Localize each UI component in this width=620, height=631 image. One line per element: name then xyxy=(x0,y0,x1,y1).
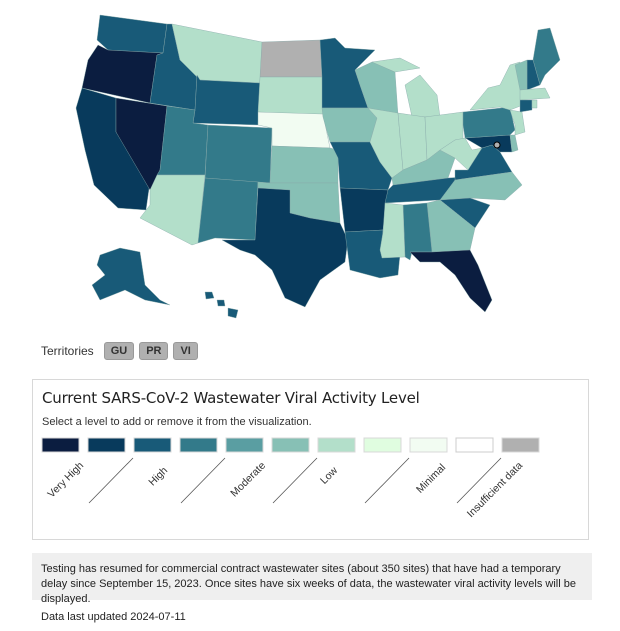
last-updated: Data last updated 2024-07-11 xyxy=(41,611,186,623)
state-shape[interactable] xyxy=(469,61,524,111)
dc-marker[interactable] xyxy=(493,141,501,149)
state-nc[interactable] xyxy=(439,171,523,201)
state-ny[interactable] xyxy=(469,61,524,111)
legend-label: Very High xyxy=(45,460,86,501)
state-shape[interactable] xyxy=(439,137,483,171)
legend-swatch-1[interactable] xyxy=(87,437,126,453)
legend-swatch-2[interactable] xyxy=(133,437,172,453)
state-shape[interactable] xyxy=(269,145,339,184)
state-ar[interactable] xyxy=(339,187,389,233)
state-shape[interactable] xyxy=(197,177,259,244)
state-fl[interactable] xyxy=(409,249,493,313)
legend-swatch-6[interactable] xyxy=(317,437,356,453)
state-wy[interactable] xyxy=(192,74,261,126)
state-shape[interactable] xyxy=(462,106,516,139)
legend-swatch-8[interactable] xyxy=(409,437,448,453)
state-shape[interactable] xyxy=(509,134,519,153)
state-shape[interactable] xyxy=(397,112,428,171)
state-ia[interactable] xyxy=(321,107,378,143)
state-shape[interactable] xyxy=(192,74,261,126)
state-mi[interactable] xyxy=(371,57,441,118)
state-shape[interactable] xyxy=(321,107,378,143)
legend-title: Current SARS-CoV-2 Wastewater Viral Acti… xyxy=(42,389,420,407)
state-al[interactable] xyxy=(402,202,433,261)
legend-label: Low xyxy=(318,464,340,486)
state-tx[interactable] xyxy=(221,187,349,308)
testing-notice: Testing has resumed for commercial contr… xyxy=(32,553,592,605)
us-state-map xyxy=(75,14,561,319)
territories-label: Territories xyxy=(41,344,94,358)
legend-swatch-9[interactable] xyxy=(455,437,494,453)
state-nm[interactable] xyxy=(197,177,259,244)
legend-graphic: Very High High Moderate Low Minimal Insuffici… xyxy=(41,437,540,520)
state-nd[interactable] xyxy=(259,39,323,78)
state-ak[interactable] xyxy=(91,247,171,306)
state-hi[interactable] xyxy=(204,291,239,319)
legend-label: High xyxy=(146,465,170,489)
legend-swatch-4[interactable] xyxy=(225,437,264,453)
legend-swatch-7[interactable] xyxy=(363,437,402,453)
state-shape[interactable] xyxy=(402,202,433,261)
state-de[interactable] xyxy=(509,134,519,153)
state-sd[interactable] xyxy=(257,76,324,118)
state-shape[interactable] xyxy=(91,247,171,306)
state-shape[interactable] xyxy=(259,39,323,78)
state-co[interactable] xyxy=(204,124,273,184)
state-shape[interactable] xyxy=(339,187,389,233)
state-wv[interactable] xyxy=(439,137,483,171)
state-shape[interactable] xyxy=(221,187,349,308)
legend-swatch-0[interactable] xyxy=(41,437,80,453)
state-shape[interactable] xyxy=(404,74,441,118)
state-shape[interactable] xyxy=(519,99,533,113)
state-in[interactable] xyxy=(397,112,428,171)
legend-label: Insufficient data xyxy=(465,460,525,520)
legend-label: Moderate xyxy=(228,460,268,500)
legend-swatch-10[interactable] xyxy=(501,437,540,453)
state-ms[interactable] xyxy=(379,202,406,259)
state-shape[interactable] xyxy=(216,299,226,307)
state-shape[interactable] xyxy=(204,124,273,184)
state-shape[interactable] xyxy=(439,171,523,201)
legend-panel: Very High High Moderate Low Minimal Insuffici… xyxy=(32,379,589,540)
legend-instruction: Select a level to add or remove it from … xyxy=(42,416,312,428)
state-shape[interactable] xyxy=(96,14,168,54)
state-shape[interactable] xyxy=(371,57,421,73)
legend-divider xyxy=(456,457,502,504)
state-wa[interactable] xyxy=(96,14,168,54)
legend-swatch-5[interactable] xyxy=(271,437,310,453)
state-shape[interactable] xyxy=(531,99,538,109)
state-shape[interactable] xyxy=(139,174,206,246)
legend-divider xyxy=(180,457,226,504)
state-shape[interactable] xyxy=(204,291,215,300)
state-shape[interactable] xyxy=(227,307,239,319)
state-shape[interactable] xyxy=(409,249,493,313)
state-pa[interactable] xyxy=(462,106,516,139)
legend-divider xyxy=(88,457,134,504)
territories-row: Territories GU PR VI xyxy=(41,342,203,360)
legend-swatch-3[interactable] xyxy=(179,437,218,453)
territory-gu-button[interactable]: GU xyxy=(103,342,135,360)
state-az[interactable] xyxy=(139,174,206,246)
state-ma[interactable] xyxy=(519,87,551,101)
state-shape[interactable] xyxy=(519,87,551,101)
state-shape[interactable] xyxy=(257,76,324,118)
territory-vi-button[interactable]: VI xyxy=(173,342,198,360)
state-ks[interactable] xyxy=(269,145,339,184)
state-ct[interactable] xyxy=(519,99,533,113)
state-shape[interactable] xyxy=(379,202,406,259)
legend-label: Minimal xyxy=(414,462,448,496)
territory-pr-button[interactable]: PR xyxy=(139,342,169,360)
legend-divider xyxy=(272,457,318,504)
state-ri[interactable] xyxy=(531,99,538,109)
legend-divider xyxy=(364,457,410,504)
